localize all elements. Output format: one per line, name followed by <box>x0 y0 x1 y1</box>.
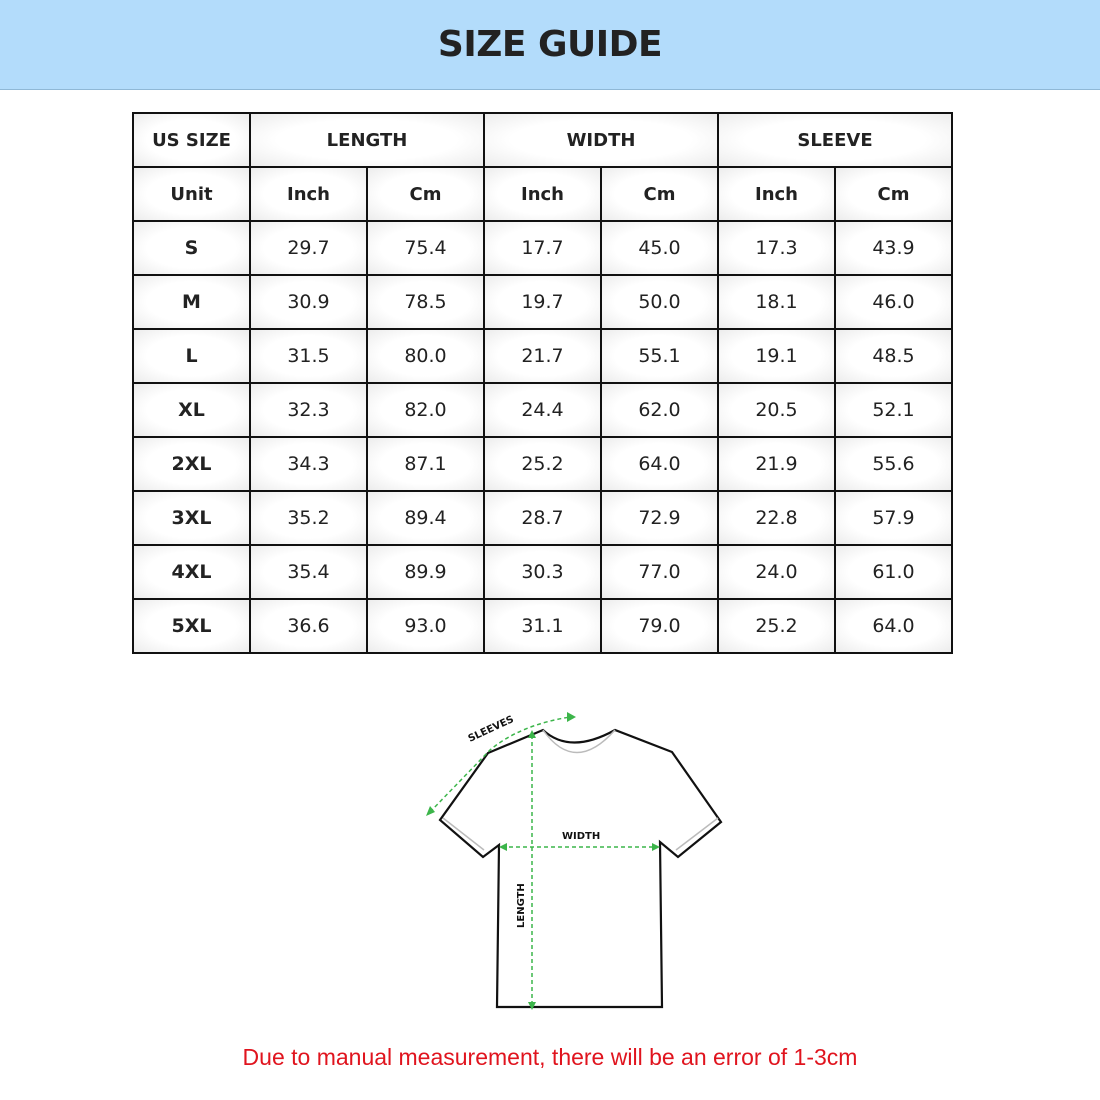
length-label: LENGTH <box>516 883 527 928</box>
measurement-cell: 31.5 <box>249 328 368 384</box>
measurement-cell: 52.1 <box>834 382 953 438</box>
measurement-cell: 50.0 <box>600 274 719 330</box>
measurement-cell: 43.9 <box>834 220 953 276</box>
measurement-cell: 64.0 <box>600 436 719 492</box>
size-table: US SIZE LENGTH WIDTH SLEEVE Unit Inch Cm In… <box>132 112 953 654</box>
measurement-cell: 93.0 <box>366 598 485 654</box>
unit-cell: Cm <box>600 166 719 222</box>
measurement-cell: 25.2 <box>717 598 836 654</box>
measurement-cell: 61.0 <box>834 544 953 600</box>
unit-row: Unit Inch Cm Inch Cm Inch Cm <box>132 166 953 222</box>
table-row: 5XL 36.6 93.0 31.1 79.0 25.2 64.0 <box>132 598 953 654</box>
header-us-size: US SIZE <box>132 112 251 168</box>
measurement-cell: 35.2 <box>249 490 368 546</box>
table-row: 4XL 35.4 89.9 30.3 77.0 24.0 61.0 <box>132 544 953 600</box>
measurement-cell: 78.5 <box>366 274 485 330</box>
measurement-cell: 22.8 <box>717 490 836 546</box>
measurement-cell: 30.3 <box>483 544 602 600</box>
size-cell: 4XL <box>132 544 251 600</box>
group-header-row: US SIZE LENGTH WIDTH SLEEVE <box>132 112 953 168</box>
table-row: S 29.7 75.4 17.7 45.0 17.3 43.9 <box>132 220 953 276</box>
size-cell: L <box>132 328 251 384</box>
measurement-cell: 45.0 <box>600 220 719 276</box>
measurement-cell: 18.1 <box>717 274 836 330</box>
table-row: 3XL 35.2 89.4 28.7 72.9 22.8 57.9 <box>132 490 953 546</box>
measurement-cell: 79.0 <box>600 598 719 654</box>
title-banner: SIZE GUIDE <box>0 0 1100 90</box>
measurement-cell: 31.1 <box>483 598 602 654</box>
size-cell: XL <box>132 382 251 438</box>
tshirt-diagram: SLEEVES WIDTH LENGTH <box>426 712 723 1010</box>
measurement-cell: 57.9 <box>834 490 953 546</box>
measurement-cell: 21.9 <box>717 436 836 492</box>
sleeves-arrow <box>429 716 571 813</box>
table-row: XL 32.3 82.0 24.4 62.0 20.5 52.1 <box>132 382 953 438</box>
measurement-cell: 19.1 <box>717 328 836 384</box>
measurement-cell: 55.1 <box>600 328 719 384</box>
measurement-cell: 25.2 <box>483 436 602 492</box>
size-cell: 5XL <box>132 598 251 654</box>
measurement-cell: 32.3 <box>249 382 368 438</box>
measurement-cell: 20.5 <box>717 382 836 438</box>
unit-cell: Cm <box>366 166 485 222</box>
measurement-cell: 17.3 <box>717 220 836 276</box>
measurement-cell: 64.0 <box>834 598 953 654</box>
measurement-cell: 48.5 <box>834 328 953 384</box>
header-sleeve: SLEEVE <box>717 112 953 168</box>
size-cell: M <box>132 274 251 330</box>
measurement-cell: 46.0 <box>834 274 953 330</box>
measurement-cell: 29.7 <box>249 220 368 276</box>
measurement-cell: 55.6 <box>834 436 953 492</box>
measurement-cell: 82.0 <box>366 382 485 438</box>
table-row: 2XL 34.3 87.1 25.2 64.0 21.9 55.6 <box>132 436 953 492</box>
header-length: LENGTH <box>249 112 485 168</box>
measurement-cell: 30.9 <box>249 274 368 330</box>
measurement-cell: 87.1 <box>366 436 485 492</box>
measurement-cell: 62.0 <box>600 382 719 438</box>
measurement-disclaimer: Due to manual measurement, there will be… <box>242 1044 858 1070</box>
measurement-cell: 21.7 <box>483 328 602 384</box>
sleeves-label: SLEEVES <box>467 714 516 745</box>
unit-cell: Inch <box>249 166 368 222</box>
measurement-cell: 24.4 <box>483 382 602 438</box>
measurement-cell: 36.6 <box>249 598 368 654</box>
unit-cell: Cm <box>834 166 953 222</box>
measurement-cell: 80.0 <box>366 328 485 384</box>
size-cell: 2XL <box>132 436 251 492</box>
unit-label: Unit <box>132 166 251 222</box>
measurement-cell: 77.0 <box>600 544 719 600</box>
measurement-cell: 72.9 <box>600 490 719 546</box>
header-width: WIDTH <box>483 112 719 168</box>
table-row: M 30.9 78.5 19.7 50.0 18.1 46.0 <box>132 274 953 330</box>
measurement-cell: 89.4 <box>366 490 485 546</box>
tshirt-outline-icon <box>438 728 723 1009</box>
size-cell: 3XL <box>132 490 251 546</box>
measurement-cell: 24.0 <box>717 544 836 600</box>
measurement-cell: 34.3 <box>249 436 368 492</box>
measurement-cell: 75.4 <box>366 220 485 276</box>
measurement-cell: 89.9 <box>366 544 485 600</box>
size-cell: S <box>132 220 251 276</box>
measurement-cell: 28.7 <box>483 490 602 546</box>
unit-cell: Inch <box>483 166 602 222</box>
unit-cell: Inch <box>717 166 836 222</box>
table-row: L 31.5 80.0 21.7 55.1 19.1 48.5 <box>132 328 953 384</box>
measurement-cell: 19.7 <box>483 274 602 330</box>
measurement-cell: 35.4 <box>249 544 368 600</box>
width-label: WIDTH <box>562 831 600 842</box>
page-title: SIZE GUIDE <box>437 24 663 65</box>
measurement-cell: 17.7 <box>483 220 602 276</box>
